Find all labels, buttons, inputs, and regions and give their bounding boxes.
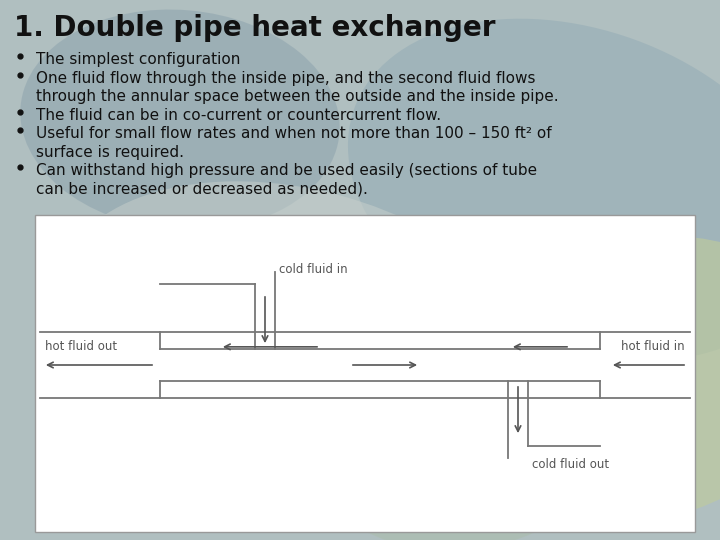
Text: One fluid flow through the inside pipe, and the second fluid flows: One fluid flow through the inside pipe, … xyxy=(36,71,536,85)
Ellipse shape xyxy=(55,181,544,498)
Text: The simplest configuration: The simplest configuration xyxy=(36,52,240,67)
Text: Can withstand high pressure and be used easily (sections of tube: Can withstand high pressure and be used … xyxy=(36,163,537,178)
Text: can be increased or decreased as needed).: can be increased or decreased as needed)… xyxy=(36,181,368,197)
Bar xyxy=(35,215,695,532)
Text: through the annular space between the outside and the inside pipe.: through the annular space between the ou… xyxy=(36,89,559,104)
Text: cold fluid out: cold fluid out xyxy=(532,458,609,471)
Text: The fluid can be in co-current or countercurrent flow.: The fluid can be in co-current or counte… xyxy=(36,107,441,123)
Ellipse shape xyxy=(348,19,720,361)
Text: hot fluid in: hot fluid in xyxy=(621,340,685,353)
Text: hot fluid out: hot fluid out xyxy=(45,340,117,353)
Ellipse shape xyxy=(453,236,720,524)
Ellipse shape xyxy=(320,369,600,540)
Text: 1. Double pipe heat exchanger: 1. Double pipe heat exchanger xyxy=(14,14,495,42)
Text: cold fluid in: cold fluid in xyxy=(279,263,348,276)
Text: surface is required.: surface is required. xyxy=(36,145,184,159)
Text: Useful for small flow rates and when not more than 100 – 150 ft² of: Useful for small flow rates and when not… xyxy=(36,126,552,141)
Ellipse shape xyxy=(20,10,340,231)
